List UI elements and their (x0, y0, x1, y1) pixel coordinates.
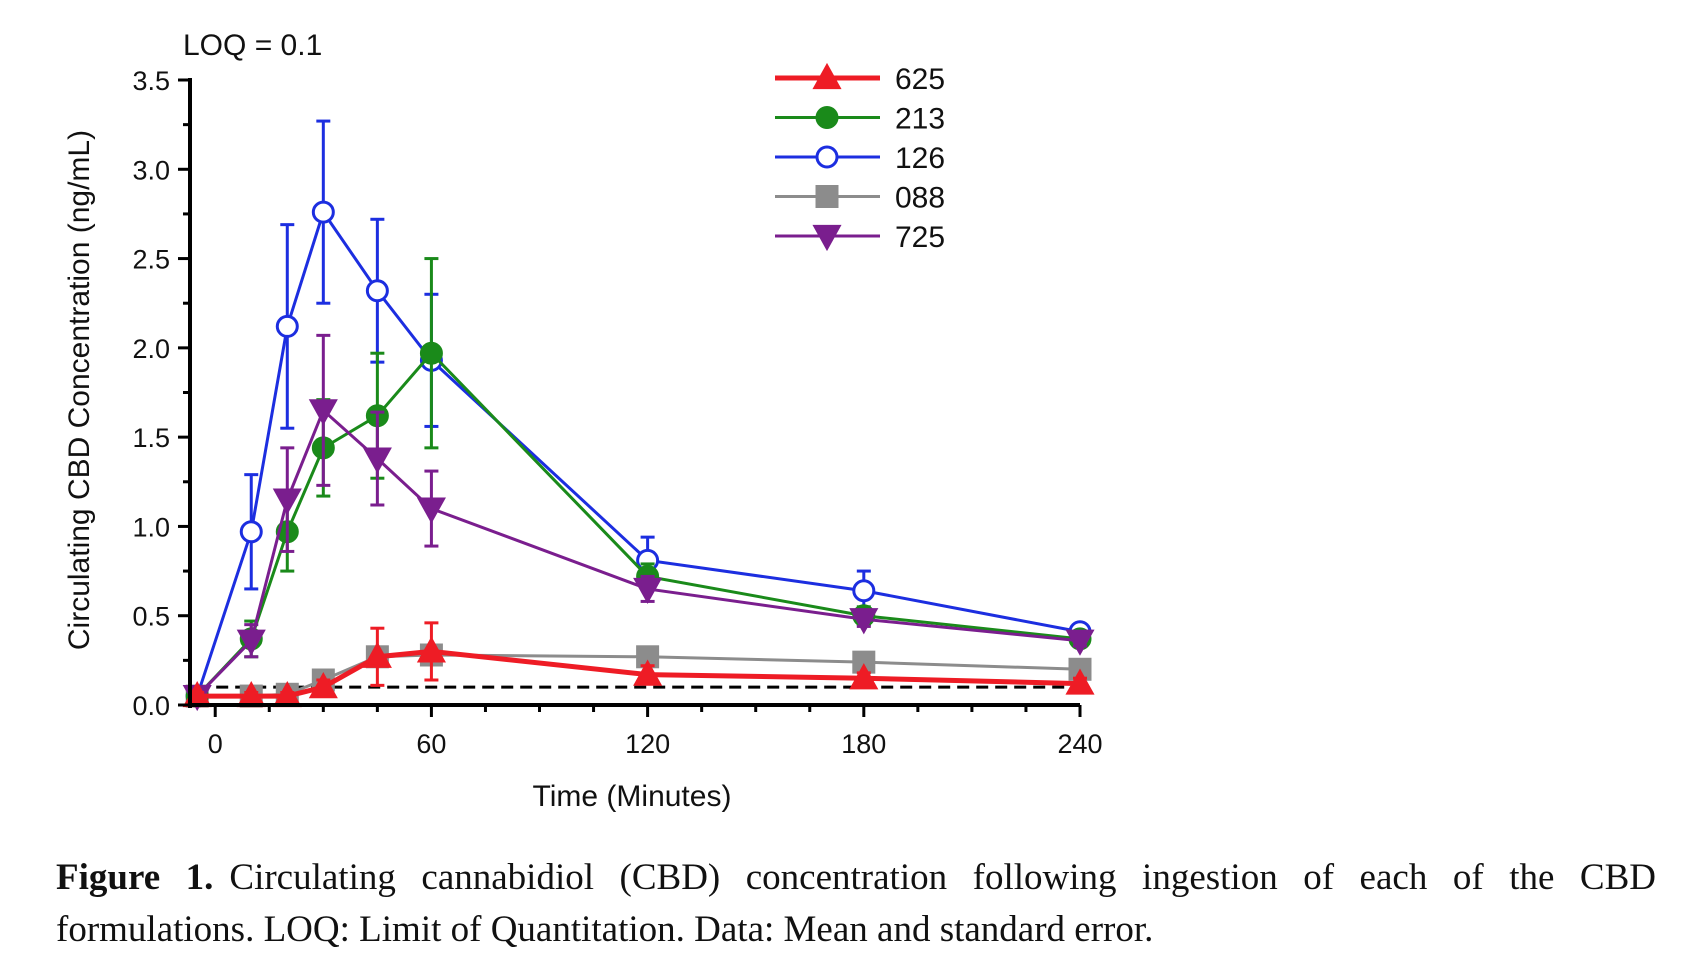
data-point (308, 399, 338, 426)
legend: 625 213 126 088 725 (775, 62, 945, 254)
data-point (272, 488, 302, 515)
legend-label: 725 (895, 221, 945, 254)
legend-label: 625 (895, 63, 945, 96)
data-point (419, 341, 443, 365)
data-point (365, 279, 389, 303)
legend-item-088: 088 (775, 182, 945, 215)
x-tick-label: 180 (841, 729, 886, 759)
legend-item-126: 126 (775, 142, 945, 175)
data-point (633, 659, 663, 686)
data-point (362, 641, 392, 668)
figure-caption-text: Circulating cannabidiol (CBD) concentrat… (56, 857, 1656, 950)
legend-label: 126 (895, 142, 945, 175)
legend-marker (815, 145, 839, 169)
data-point (852, 579, 876, 603)
legend-item-625: 625 (775, 62, 945, 96)
x-tick-label: 60 (416, 729, 446, 759)
legend-marker (815, 185, 839, 208)
data-point (1065, 629, 1095, 656)
data-point (633, 577, 663, 605)
y-tick-label: 2.0 (132, 334, 170, 364)
data-point (362, 447, 392, 474)
figure-caption: Figure 1. Circulating cannabidiol (CBD) c… (56, 852, 1656, 956)
x-axis-label: Time (Minutes) (533, 780, 732, 813)
data-point (311, 200, 335, 224)
x-tick-label: 240 (1057, 729, 1102, 759)
y-axis-label: Circulating CBD Concentration (ng/mL) (63, 130, 96, 650)
x-tick-label: 120 (625, 729, 670, 759)
data-point (275, 314, 299, 338)
series-625 (182, 621, 1095, 708)
data-point (849, 663, 879, 690)
y-tick-label: 0.5 (132, 602, 170, 632)
data-point (416, 636, 446, 663)
data-point (308, 672, 338, 699)
legend-label: 213 (895, 103, 945, 136)
figure-label: Figure 1. (56, 857, 214, 898)
data-point (1065, 668, 1095, 695)
legend-marker (815, 106, 839, 129)
y-tick-label: 0.0 (132, 691, 170, 721)
y-tick-label: 1.0 (132, 512, 170, 542)
legend-marker (812, 224, 842, 252)
data-point (239, 520, 263, 544)
plot-area (182, 119, 1095, 712)
loq-annotation: LOQ = 0.1 (183, 29, 322, 62)
data-point (236, 629, 266, 656)
y-tick-label: 1.5 (132, 423, 170, 453)
y-tick-label: 2.5 (132, 245, 170, 275)
legend-label: 088 (895, 182, 945, 215)
legend-item-213: 213 (775, 103, 945, 136)
data-point (849, 608, 879, 635)
x-tick-label: 0 (208, 729, 223, 759)
y-tick-label: 3.0 (132, 155, 170, 185)
y-tick-label: 3.5 (132, 66, 170, 96)
data-point (416, 497, 446, 524)
axes: 0.0 0.5 1.0 1.5 2.0 2.5 3.0 3.5 0 60 120 180 240 (132, 66, 1102, 759)
legend-marker (812, 62, 842, 90)
pk-line-chart: LOQ = 0.1 0.0 0.5 1.0 1.5 2.0 2.5 3.0 3.5 0 60 120… (63, 29, 1103, 813)
series-725 (182, 333, 1095, 712)
legend-item-725: 725 (775, 221, 945, 254)
